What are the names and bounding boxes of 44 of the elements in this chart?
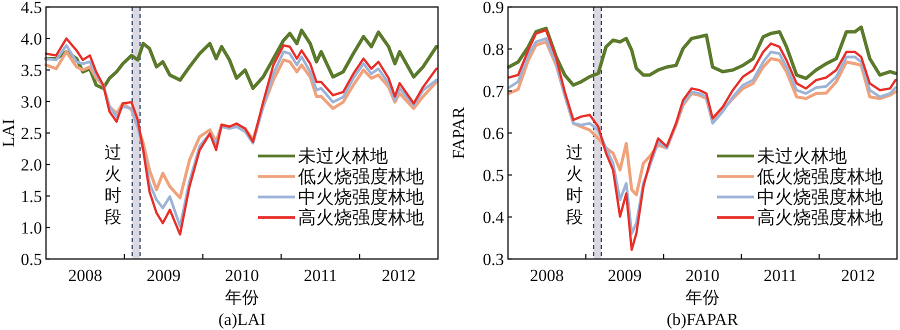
y-tick-label: 2.0 <box>20 156 42 174</box>
x-tick-label: 2010 <box>686 266 720 285</box>
y-tick-label: 0.5 <box>482 166 504 185</box>
x-tick-label: 2012 <box>382 266 416 285</box>
y-tick-label: 0.4 <box>482 208 504 227</box>
text: (b)FAPAR <box>666 310 740 329</box>
text: (a)LAI <box>218 310 266 329</box>
y-tick-label: 4.5 <box>20 0 42 17</box>
y-tick-label: 1.5 <box>20 187 42 206</box>
y-tick-label: 0.9 <box>482 0 504 17</box>
legend-label: 低火烧强度林地 <box>757 166 883 186</box>
x-tick-label: 2009 <box>146 266 181 285</box>
legend-label: 高火烧强度林地 <box>298 208 424 228</box>
legend-label: 高火烧强度林地 <box>757 208 883 228</box>
x-axis-title: 年份 <box>225 288 259 307</box>
x-tick-label: 2011 <box>304 266 338 285</box>
x-axis-title: 年份 <box>686 288 720 307</box>
y-tick-label: 1.0 <box>20 218 42 238</box>
legend-label: 未过火林地 <box>298 146 388 166</box>
band-label: 过火时段 <box>104 143 122 227</box>
x-tick-label: 2012 <box>841 266 876 285</box>
y-tick-label: 3.0 <box>20 92 42 112</box>
x-tick-label: 2009 <box>608 266 642 285</box>
line-series <box>507 25 898 87</box>
y-tick-label: 0.6 <box>482 124 504 143</box>
legend-label: 中火烧强度林地 <box>298 187 424 207</box>
y-tick-label: 2.5 <box>20 124 42 143</box>
legend-label: 中火烧强度林地 <box>757 187 883 207</box>
line-series <box>44 28 438 90</box>
y-tick-label: 4.0 <box>20 30 42 48</box>
x-tick-label: 2008 <box>530 266 564 285</box>
legend-label: 低火烧强度林地 <box>298 166 424 186</box>
band-label: 过火时段 <box>566 143 584 227</box>
y-axis-title: LAI <box>0 118 18 148</box>
y-tick-label: 0.7 <box>482 82 504 101</box>
y-axis-title: FAPAR <box>449 106 468 159</box>
x-tick-label: 2010 <box>225 266 259 285</box>
y-tick-label: 3.5 <box>20 61 42 80</box>
y-tick-label: 0.8 <box>482 40 504 59</box>
legend-label: 未过火林地 <box>757 146 847 166</box>
y-tick-label: 0.5 <box>20 250 42 269</box>
x-tick-label: 2011 <box>764 266 797 285</box>
x-tick-label: 2008 <box>68 266 102 285</box>
y-tick-label: 0.3 <box>482 250 504 269</box>
